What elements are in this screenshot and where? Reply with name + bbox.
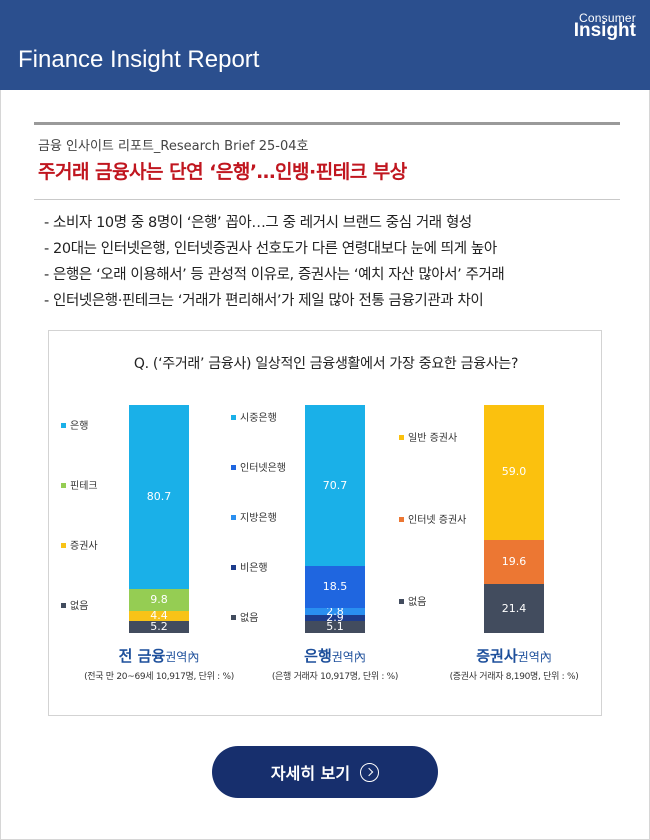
- bar-segment: [305, 405, 365, 567]
- legend-swatch: [61, 602, 66, 608]
- group-title-main: 은행: [304, 647, 332, 665]
- legend-swatch: [399, 598, 404, 604]
- legend-swatch: [231, 464, 236, 470]
- legend-label: 없음: [240, 613, 259, 624]
- group-title-suffix: 권역內: [517, 650, 552, 664]
- data-label: 19.6: [501, 554, 527, 568]
- view-more-button[interactable]: 자세히 보기: [212, 746, 438, 798]
- legend-label: 은행: [70, 421, 89, 432]
- legend-item: 인터넷 증권사: [399, 511, 466, 526]
- legend-item: 없음: [231, 609, 258, 624]
- legend-label: 인터넷 증권사: [408, 515, 467, 526]
- legend-swatch: [61, 542, 66, 548]
- legend-item: 핀테크: [61, 477, 98, 492]
- legend-label: 증권사: [70, 541, 98, 552]
- bullet-item: - 소비자 10명 중 8명이 ‘은행’ 꼽아…그 중 레거시 브랜드 중심 거…: [44, 215, 472, 231]
- legend-label: 없음: [70, 601, 89, 612]
- legend-item: 인터넷은행: [231, 459, 286, 474]
- group-subtitle: (은행 거래자 10,917명, 단위 : %): [271, 672, 399, 682]
- legend-label: 없음: [408, 597, 427, 608]
- group-title-suffix: 권역內: [165, 650, 200, 664]
- consumer-insight-logo: Consumer Insight: [574, 12, 636, 40]
- bar-segment: [484, 539, 544, 585]
- bullet-item: - 은행은 ‘오래 이용해서’ 등 관성적 이유로, 증권사는 ‘예치 자산 많…: [44, 267, 505, 283]
- legend-swatch: [399, 516, 404, 522]
- legend-label: 비은행: [240, 563, 268, 574]
- legend-label: 핀테크: [70, 481, 98, 492]
- series-label: 금융 인사이트 리포트_Research Brief 25-04호: [38, 139, 309, 154]
- bar-segment: [129, 611, 189, 622]
- bar-segment: [484, 584, 544, 633]
- legend-item: 증권사: [61, 537, 98, 552]
- chart-question: Q. (‘주거래’ 금융사) 일상적인 금융생활에서 가장 중요한 금융사는?: [133, 356, 519, 372]
- group-title-suffix: 권역內: [331, 650, 366, 664]
- summary-bullets: - 소비자 10명 중 8명이 ‘은행’ 꼽아…그 중 레거시 브랜드 중심 거…: [44, 210, 624, 314]
- headline: 주거래 금융사는 단연 ‘은행’…인뱅·핀테크 부상: [38, 161, 407, 183]
- report-title: Finance Insight Report: [18, 46, 260, 73]
- data-label: 5.1: [326, 620, 344, 634]
- group-title-main: 증권사: [476, 647, 518, 665]
- legend-item: 없음: [399, 593, 426, 608]
- group-title: 증권사권역內: [424, 645, 604, 666]
- legend-label: 일반 증권사: [408, 433, 458, 444]
- data-label: 70.7: [322, 478, 348, 492]
- data-label: 4.4: [150, 609, 168, 623]
- bar-segment: [305, 621, 365, 633]
- bar-segment: [484, 405, 544, 540]
- legend-swatch: [231, 564, 236, 570]
- legend-item: 시중은행: [231, 409, 277, 424]
- report-header: Consumer Insight Finance Insight Report: [0, 0, 650, 90]
- data-label: 5.2: [150, 620, 168, 634]
- legend-label: 시중은행: [240, 413, 277, 424]
- chart-container: Q. (‘주거래’ 금융사) 일상적인 금융생활에서 가장 중요한 금융사는? …: [48, 330, 602, 716]
- logo-line2: Insight: [573, 20, 636, 41]
- bar-segment: [305, 566, 365, 609]
- data-label: 21.4: [501, 601, 527, 615]
- group-subtitle: (전국 만 20~69세 10,917명, 단위 : %): [84, 672, 234, 682]
- bullet-item: - 20대는 인터넷은행, 인터넷증권사 선호도가 다른 연령대보다 눈에 띄게…: [44, 241, 497, 257]
- bullet-item: - 인터넷은행·핀테크는 ‘거래가 편리해서’가 제일 많아 전통 금융기관과 …: [44, 293, 484, 309]
- data-label: 9.8: [150, 592, 168, 606]
- legend-item: 비은행: [231, 559, 268, 574]
- bar-segment: [129, 404, 189, 589]
- bar-segment: [129, 621, 189, 633]
- legend-swatch: [399, 434, 404, 440]
- legend-label: 지방은행: [240, 513, 277, 524]
- bar-segment: [305, 608, 365, 615]
- group-title: 전 금융권역內: [69, 645, 249, 666]
- legend-item: 일반 증권사: [399, 429, 457, 444]
- legend-item: 은행: [61, 417, 88, 432]
- legend-swatch: [231, 614, 236, 620]
- legend-swatch: [61, 422, 66, 428]
- view-more-label: 자세히 보기: [270, 764, 351, 783]
- legend-swatch: [61, 482, 66, 488]
- legend-label: 인터넷은행: [240, 463, 286, 474]
- circle-arrow-right-icon: [360, 762, 380, 782]
- group-title: 은행권역內: [245, 645, 425, 666]
- legend-swatch: [231, 414, 236, 420]
- data-label: 59.0: [501, 465, 527, 479]
- logo-line1: Consumer: [579, 11, 636, 25]
- data-label: 80.7: [146, 489, 172, 503]
- legend-swatch: [231, 514, 236, 520]
- bar-segment: [305, 614, 365, 622]
- bar-segment: [129, 588, 189, 612]
- top-divider: [34, 122, 620, 125]
- data-label: 18.5: [322, 580, 348, 594]
- headline-divider: [34, 199, 620, 200]
- legend-item: 지방은행: [231, 509, 277, 524]
- group-title-main: 전 금융: [118, 647, 166, 665]
- group-subtitle: (증권사 거래자 8,190명, 단위 : %): [449, 672, 579, 682]
- legend-item: 없음: [61, 597, 88, 612]
